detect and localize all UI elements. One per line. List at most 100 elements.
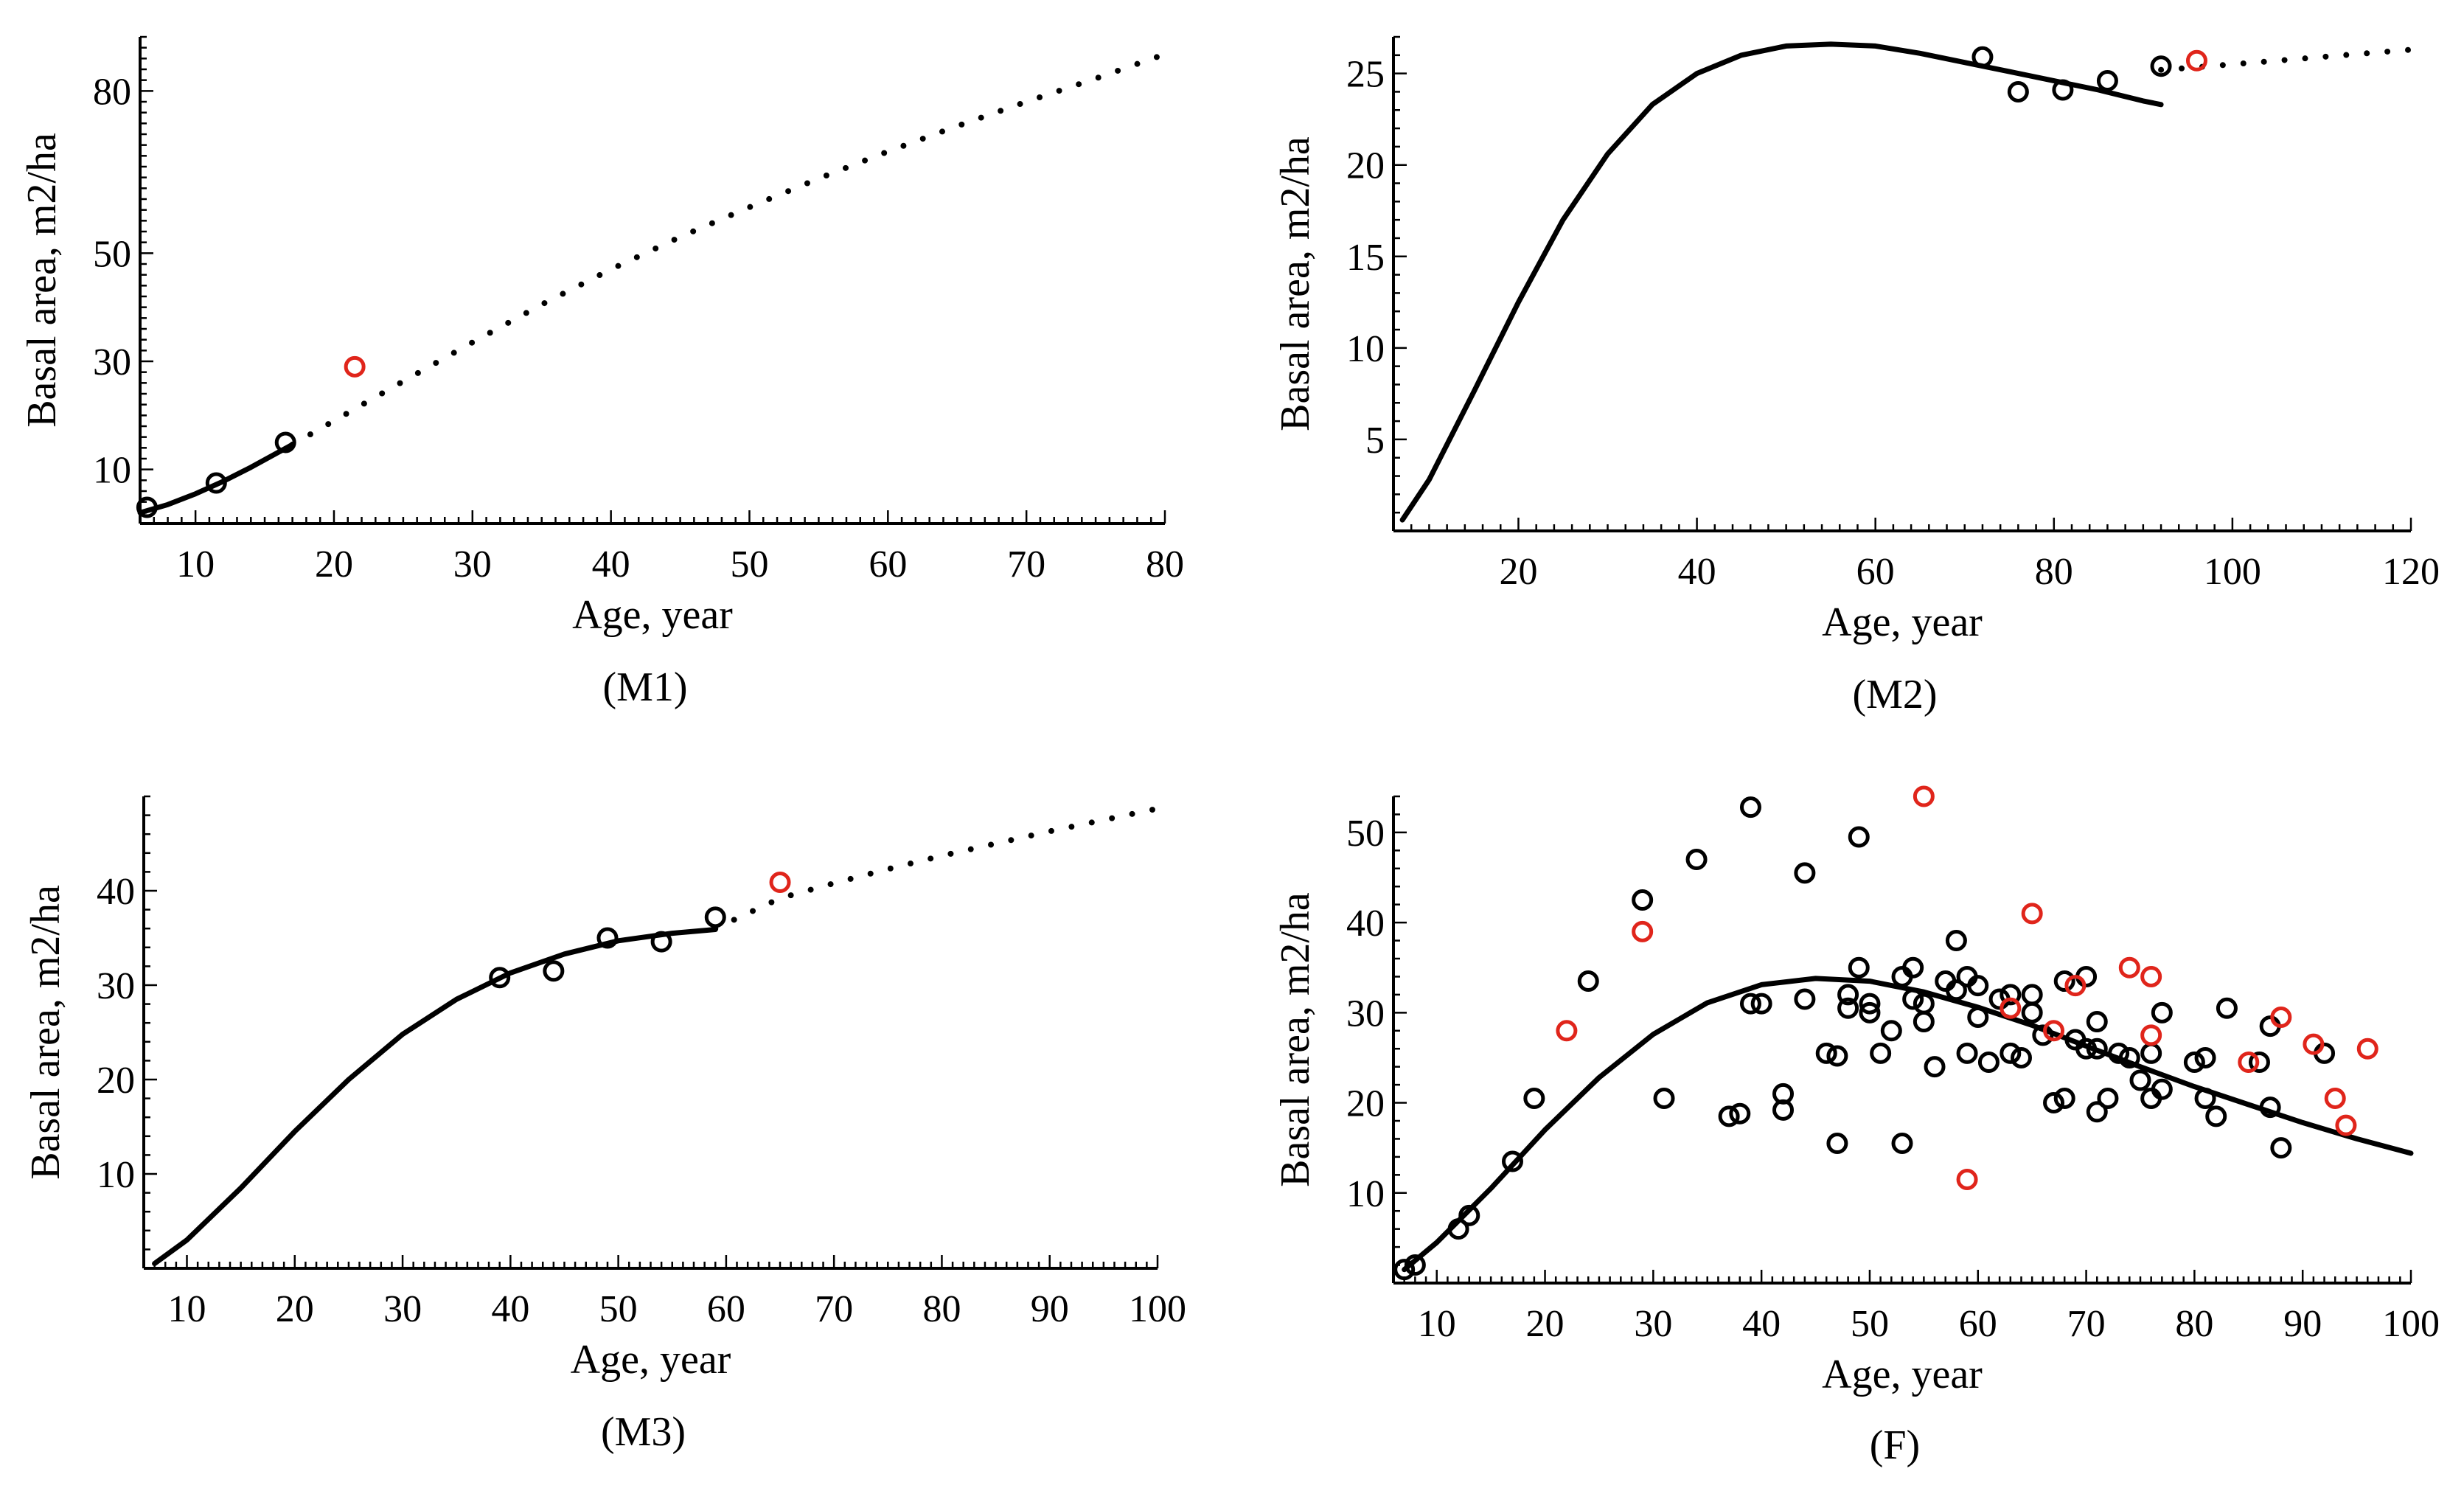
observed-point [1815, 1042, 1837, 1064]
validation-point [2335, 1114, 2357, 1136]
observed-point [543, 960, 565, 982]
observed-point [1729, 1102, 1751, 1125]
validation-point [2238, 1052, 2260, 1074]
observed-point [2000, 984, 2022, 1006]
x-tick-label: 20 [1526, 1303, 1565, 1345]
observed-point [1913, 993, 1935, 1015]
x-tick-label: 10 [176, 543, 215, 585]
panel-m3: 10 20 30 40 50 60 70 80 90 100 10 20 30 40 Age, year Ba… [23, 795, 1186, 1455]
observed-point [1967, 975, 1989, 997]
x-axis-label: Age, year [571, 1337, 731, 1383]
y-tick-label: 30 [93, 341, 131, 383]
x-tick-label: 70 [1007, 543, 1045, 585]
panel-m1: 10 20 30 40 50 60 70 80 10 30 50 80 Age, year Basal a… [19, 35, 1184, 710]
x-tick-label: 30 [453, 543, 492, 585]
observed-point [2216, 997, 2238, 1019]
validation-point [2270, 1006, 2292, 1028]
y-tick-label: 10 [1346, 1173, 1385, 1215]
y-tick-label: 30 [1346, 993, 1385, 1035]
observed-point [1891, 1133, 1913, 1155]
y-tick-label: 20 [1346, 1083, 1385, 1125]
observed-point [1718, 1105, 1740, 1127]
observed-point [2140, 1042, 2162, 1064]
x-tick-label: 60 [707, 1288, 745, 1330]
panel-caption: (F) [1870, 1422, 1920, 1468]
observed-point [2183, 1052, 2205, 1074]
y-tick-label: 25 [1346, 54, 1385, 96]
panel-f: 10 20 30 40 50 60 70 80 90 100 10 20 30 40 50 Age, year… [1273, 785, 2440, 1468]
observed-point [650, 931, 672, 953]
observed-point [1971, 46, 1994, 68]
observed-point [2052, 79, 2074, 101]
observed-point [1859, 993, 1881, 1015]
observed-point [704, 906, 726, 928]
x-tick-label: 100 [2382, 1303, 2440, 1345]
x-tick-label: 40 [491, 1288, 529, 1330]
observed-point [2000, 1042, 2022, 1064]
x-tick-label: 90 [1031, 1288, 1069, 1330]
observed-point [2194, 1046, 2216, 1068]
observed-point [2248, 1052, 2270, 1074]
x-tick-label: 20 [315, 543, 353, 585]
y-axis-label: Basal area, m2/ha [19, 133, 65, 428]
validation-point [1913, 785, 1935, 807]
y-tick-label: 5 [1365, 420, 1385, 462]
observed-point [1458, 1204, 1480, 1226]
observed-point [2021, 984, 2043, 1006]
fitted-curve [137, 442, 296, 515]
x-tick-label: 60 [869, 543, 907, 585]
observed-point [1501, 1150, 1523, 1172]
validation-point [1632, 920, 1654, 942]
observed-point [1653, 1087, 1675, 1109]
x-tick-label: 100 [1129, 1288, 1186, 1330]
x-tick-label: 80 [922, 1288, 961, 1330]
x-tick-label: 70 [2067, 1303, 2106, 1345]
x-tick-label: 30 [383, 1288, 422, 1330]
observed-point [1750, 993, 1772, 1015]
observed-point [1924, 1056, 1946, 1078]
observed-point [1393, 1259, 1416, 1281]
observed-point [1794, 862, 1816, 884]
observed-point [2096, 70, 2118, 92]
observed-point [1404, 1254, 1426, 1276]
observed-point [1523, 1087, 1545, 1109]
observed-point [2151, 1001, 2173, 1023]
y-tick-label: 10 [97, 1154, 135, 1196]
validation-point [2324, 1087, 2346, 1109]
y-tick-label: 40 [97, 871, 135, 913]
observed-point [1826, 1133, 1848, 1155]
observed-point [2053, 970, 2075, 993]
validation-point [2140, 965, 2162, 987]
validation-point [1556, 1020, 1578, 1042]
observed-point [2194, 1087, 2216, 1109]
observed-point [1848, 826, 1870, 848]
y-tick-label: 50 [93, 233, 131, 275]
panel-caption: (M3) [601, 1409, 686, 1455]
fitted-curve [1399, 41, 2164, 523]
y-tick-label: 20 [97, 1060, 135, 1102]
observed-point [205, 472, 227, 494]
observed-point [1945, 930, 1967, 952]
x-tick-label: 90 [2283, 1303, 2322, 1345]
observed-point [1902, 956, 1924, 979]
observed-point [2086, 1101, 2108, 1123]
observed-point [2086, 1038, 2108, 1060]
validation-point [344, 355, 366, 378]
observed-point [1739, 796, 1761, 819]
x-tick-label: 40 [592, 543, 630, 585]
x-tick-label: 20 [1499, 551, 1537, 593]
y-tick-label: 30 [97, 965, 135, 1007]
panel-caption: (M1) [602, 664, 687, 710]
observed-point [2075, 1038, 2098, 1060]
observed-point [2205, 1105, 2227, 1127]
validation-point [769, 871, 791, 893]
observed-point [489, 967, 511, 989]
observed-point [1837, 997, 1859, 1019]
fitted-curve [1402, 976, 2414, 1273]
observed-point [1772, 1099, 1795, 1121]
fitted-curve [152, 927, 718, 1267]
observed-point [2118, 1046, 2140, 1068]
x-tick-label: 40 [1678, 551, 1716, 593]
x-tick-label: 80 [2175, 1303, 2213, 1345]
